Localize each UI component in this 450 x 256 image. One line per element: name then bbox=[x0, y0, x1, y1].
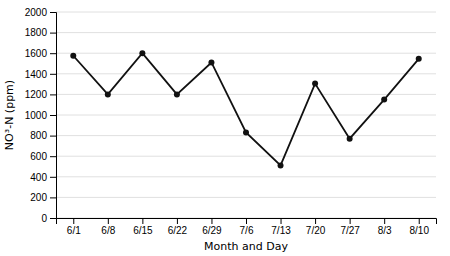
chart: 0 200 400 600 800 1000 1200 1400 1600 1800 2000 6/1… bbox=[0, 0, 450, 256]
y-tick: 1200 bbox=[25, 89, 56, 100]
marker bbox=[243, 130, 249, 136]
y-tick-mark bbox=[50, 53, 56, 54]
grid-line bbox=[56, 94, 436, 95]
x-tick: 7/20 bbox=[306, 218, 326, 236]
y-axis-line bbox=[50, 13, 57, 219]
y-tick: 1400 bbox=[25, 69, 56, 80]
y-tick: 200 bbox=[30, 192, 56, 203]
x-tick-mark bbox=[108, 218, 109, 224]
x-tick-label: 8/3 bbox=[378, 225, 392, 236]
x-tick: 6/8 bbox=[101, 218, 115, 236]
marker bbox=[208, 59, 214, 65]
x-tick-mark bbox=[211, 218, 212, 224]
x-tick: 8/3 bbox=[378, 218, 392, 236]
marker bbox=[105, 91, 111, 97]
y-tick-mark bbox=[50, 136, 56, 137]
marker bbox=[278, 162, 284, 168]
marks bbox=[70, 50, 421, 168]
x-tick: 6/29 bbox=[202, 218, 222, 236]
y-tick-label: 600 bbox=[30, 151, 47, 162]
y-tick-label: 1400 bbox=[25, 69, 48, 80]
x-tick: 6/22 bbox=[168, 218, 188, 236]
x-axis-title: Month and Day bbox=[204, 240, 288, 253]
x-tick-label: 7/20 bbox=[306, 225, 326, 236]
x-tick-mark bbox=[315, 218, 316, 224]
y-tick: 400 bbox=[30, 172, 56, 183]
y-tick-label: 1200 bbox=[25, 89, 48, 100]
y-tick: 1000 bbox=[25, 110, 56, 121]
x-tick-mark bbox=[177, 218, 178, 224]
x-tick-label: 6/22 bbox=[168, 225, 188, 236]
y-tick: 0 bbox=[41, 213, 56, 224]
y-tick-label: 400 bbox=[30, 172, 47, 183]
marker bbox=[416, 56, 422, 62]
x-tick: 7/27 bbox=[340, 218, 360, 236]
x-axis-line bbox=[57, 219, 437, 225]
x-tick: 6/15 bbox=[133, 218, 153, 236]
grid-line bbox=[56, 156, 436, 157]
line bbox=[73, 53, 418, 165]
x-tick-label: 6/29 bbox=[202, 225, 222, 236]
y-tick-mark bbox=[50, 74, 56, 75]
x-tick-label: 8/10 bbox=[409, 225, 429, 236]
marker bbox=[347, 136, 353, 142]
y-tick-mark bbox=[50, 33, 56, 34]
grid-line bbox=[56, 197, 436, 198]
y-tick-label: 0 bbox=[41, 213, 47, 224]
y-tick-mark bbox=[50, 12, 56, 13]
x-tick-label: 7/13 bbox=[271, 225, 291, 236]
grid-line bbox=[56, 32, 436, 33]
y-tick-label: 1000 bbox=[25, 110, 48, 121]
marker bbox=[174, 91, 180, 97]
x-tick-mark bbox=[246, 218, 247, 224]
plot: 0 200 400 600 800 1000 1200 1400 1600 1800 2000 6/1… bbox=[25, 7, 437, 236]
x-tick-mark bbox=[419, 218, 420, 224]
x-tick-mark bbox=[350, 218, 351, 224]
marker bbox=[139, 50, 145, 56]
y-tick: 1600 bbox=[25, 48, 56, 59]
grid-line bbox=[56, 12, 436, 13]
x-tick: 8/10 bbox=[409, 218, 429, 236]
x-tick: 6/1 bbox=[67, 218, 81, 236]
x-tick-mark bbox=[73, 218, 74, 224]
marker bbox=[312, 81, 318, 87]
y-tick-label: 1800 bbox=[25, 27, 48, 38]
x-tick-label: 7/6 bbox=[240, 225, 254, 236]
y-tick-mark bbox=[50, 115, 56, 116]
x-axis: 6/1 6/8 6/15 6/22 6/29 7/6 7/13 7/20 7/27 8/3 8/10 bbox=[57, 218, 437, 236]
y-tick-mark bbox=[50, 218, 56, 219]
grid bbox=[56, 12, 436, 218]
x-tick: 7/6 bbox=[240, 218, 254, 236]
y-axis: 0 200 400 600 800 1000 1200 1400 1600 1800 2000 bbox=[25, 7, 57, 224]
grid-line bbox=[56, 115, 436, 116]
grid-line bbox=[56, 73, 436, 74]
y-tick-mark bbox=[50, 156, 56, 157]
y-tick: 800 bbox=[30, 130, 56, 141]
y-tick-label: 1600 bbox=[25, 48, 48, 59]
x-tick-label: 6/1 bbox=[67, 225, 81, 236]
y-tick-mark bbox=[50, 94, 56, 95]
y-tick-mark bbox=[50, 177, 56, 178]
y-tick-label: 200 bbox=[30, 192, 47, 203]
marker bbox=[70, 53, 76, 59]
grid-line bbox=[56, 53, 436, 54]
x-tick: 7/13 bbox=[271, 218, 291, 236]
y-tick: 2000 bbox=[25, 7, 56, 18]
y-tick-label: 2000 bbox=[25, 7, 48, 18]
marker bbox=[381, 97, 387, 103]
x-tick-mark bbox=[384, 218, 385, 224]
x-tick-mark bbox=[142, 218, 143, 224]
x-tick-label: 7/27 bbox=[340, 225, 360, 236]
x-tick-label: 6/8 bbox=[101, 225, 115, 236]
x-tick-label: 6/15 bbox=[133, 225, 153, 236]
grid-line bbox=[56, 176, 436, 177]
y-tick-mark bbox=[50, 197, 56, 198]
x-tick-mark bbox=[281, 218, 282, 224]
y-tick-label: 800 bbox=[30, 130, 47, 141]
y-tick: 1800 bbox=[25, 27, 56, 38]
y-tick: 600 bbox=[30, 151, 56, 162]
y-axis-title: NO³-N (ppm) bbox=[3, 80, 16, 150]
